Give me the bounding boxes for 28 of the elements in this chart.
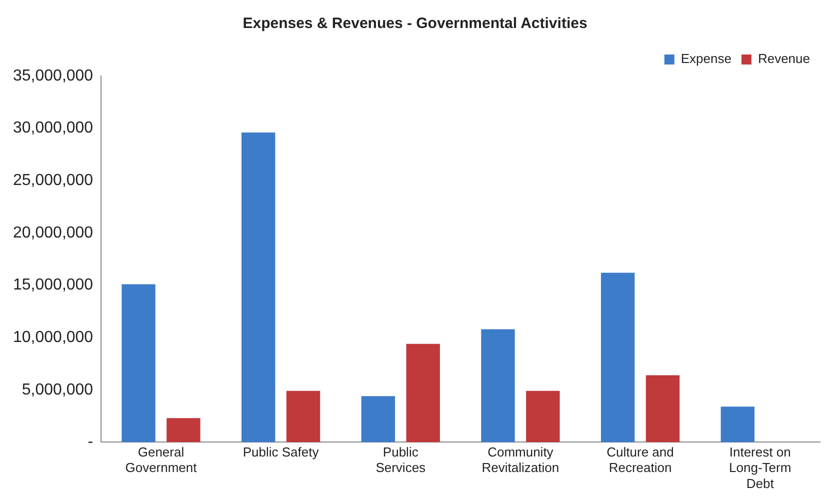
bar [122,284,156,442]
bar [600,272,635,442]
x-tick-label: Public Services [376,444,426,476]
x-tick-label: Public Safety [242,444,320,460]
bar [241,132,276,442]
legend-label: Revenue [758,51,810,66]
bar [286,390,320,442]
bar [481,329,515,442]
x-tick-label: Community Revitalization [482,444,560,476]
y-tick-label: 35,000,000 [13,67,94,84]
bar [526,390,560,442]
y-tick-label: - [88,434,94,451]
bar [166,418,200,442]
y-tick-label: 20,000,000 [13,224,94,242]
y-tick-label: 10,000,000 [13,328,94,346]
legend-label: Expense [680,51,732,66]
y-tick-label: 5,000,000 [22,381,94,398]
x-tick-label: Culture and Recreation [606,444,674,476]
bar [646,375,680,442]
y-tick-label: 25,000,000 [13,172,94,190]
bar [406,344,440,442]
x-tick-label: Interest on Long-Term Debt [729,444,792,491]
bar [720,406,754,442]
y-tick-label: 15,000,000 [13,276,94,294]
x-tick-label: General Government [125,444,198,476]
y-tick-label: 30,000,000 [13,120,94,137]
chart-title: Expenses & Revenues - Governmental Activities [242,15,588,32]
bar [361,396,396,442]
